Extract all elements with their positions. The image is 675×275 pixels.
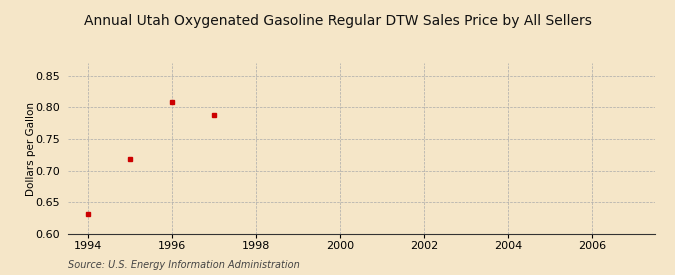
Y-axis label: Dollars per Gallon: Dollars per Gallon bbox=[26, 101, 36, 196]
Text: Source: U.S. Energy Information Administration: Source: U.S. Energy Information Administ… bbox=[68, 260, 299, 270]
Text: Annual Utah Oxygenated Gasoline Regular DTW Sales Price by All Sellers: Annual Utah Oxygenated Gasoline Regular … bbox=[84, 14, 591, 28]
